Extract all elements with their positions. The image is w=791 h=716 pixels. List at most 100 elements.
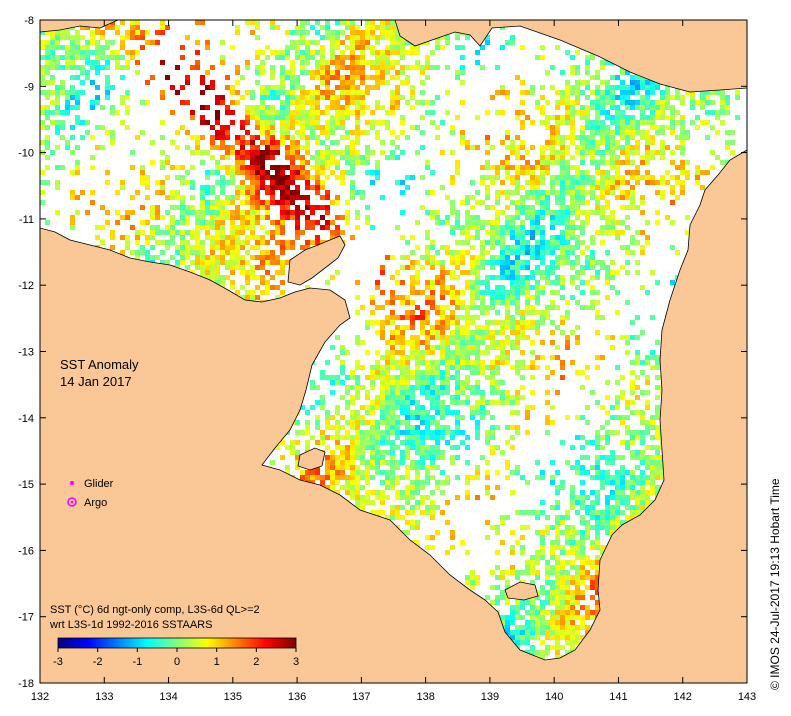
sst-pixel [585, 60, 590, 65]
sst-pixel [180, 125, 185, 130]
sst-pixel [365, 75, 370, 80]
sst-pixel [245, 250, 250, 255]
sst-pixel [40, 55, 45, 60]
sst-pixel [245, 200, 250, 205]
sst-pixel [250, 180, 255, 185]
sst-pixel [475, 275, 480, 280]
sst-pixel [440, 295, 445, 300]
sst-pixel [580, 265, 585, 270]
sst-pixel [335, 225, 340, 230]
sst-pixel [465, 400, 470, 405]
sst-pixel [610, 140, 615, 145]
sst-pixel [635, 335, 640, 340]
sst-pixel [405, 365, 410, 370]
sst-pixel [235, 215, 240, 220]
sst-pixel [490, 175, 495, 180]
sst-pixel [75, 170, 80, 175]
sst-pixel [475, 370, 480, 375]
sst-pixel [485, 365, 490, 370]
sst-pixel [460, 385, 465, 390]
sst-pixel [125, 35, 130, 40]
sst-pixel [45, 90, 50, 95]
sst-pixel [465, 225, 470, 230]
sst-pixel [290, 170, 295, 175]
sst-pixel [335, 85, 340, 90]
sst-pixel [710, 125, 715, 130]
sst-pixel [260, 50, 265, 55]
sst-pixel [345, 90, 350, 95]
sst-pixel [265, 190, 270, 195]
sst-pixel [640, 285, 645, 290]
sst-pixel [410, 340, 415, 345]
sst-pixel [340, 170, 345, 175]
sst-pixel [625, 190, 630, 195]
sst-pixel [405, 385, 410, 390]
sst-pixel [465, 325, 470, 330]
sst-pixel [400, 50, 405, 55]
sst-pixel [550, 210, 555, 215]
sst-pixel [650, 155, 655, 160]
sst-pixel [580, 180, 585, 185]
sst-pixel [340, 65, 345, 70]
sst-pixel [440, 400, 445, 405]
sst-pixel [310, 175, 315, 180]
sst-pixel [625, 205, 630, 210]
sst-pixel [265, 170, 270, 175]
sst-pixel [195, 20, 200, 25]
sst-pixel [320, 60, 325, 65]
sst-pixel [590, 390, 595, 395]
sst-pixel [65, 110, 70, 115]
sst-pixel [475, 330, 480, 335]
sst-pixel [580, 175, 585, 180]
sst-pixel [555, 155, 560, 160]
sst-pixel [620, 395, 625, 400]
sst-pixel [245, 275, 250, 280]
sst-pixel [420, 380, 425, 385]
sst-pixel [580, 155, 585, 160]
sst-pixel [540, 290, 545, 295]
sst-pixel [550, 130, 555, 135]
sst-pixel [380, 370, 385, 375]
sst-pixel [235, 235, 240, 240]
sst-pixel [615, 235, 620, 240]
sst-pixel [235, 240, 240, 245]
sst-pixel [420, 130, 425, 135]
sst-pixel [565, 345, 570, 350]
sst-pixel [160, 90, 165, 95]
sst-pixel [590, 260, 595, 265]
sst-pixel [435, 40, 440, 45]
sst-pixel [575, 135, 580, 140]
sst-pixel [520, 205, 525, 210]
sst-pixel [385, 255, 390, 260]
sst-pixel [370, 150, 375, 155]
sst-pixel [355, 35, 360, 40]
sst-pixel [395, 330, 400, 335]
sst-pixel [530, 270, 535, 275]
sst-pixel [735, 95, 740, 100]
sst-pixel [415, 305, 420, 310]
sst-pixel [425, 330, 430, 335]
sst-pixel [300, 90, 305, 95]
sst-pixel [375, 35, 380, 40]
sst-pixel [115, 65, 120, 70]
sst-pixel [530, 305, 535, 310]
sst-pixel [440, 150, 445, 155]
sst-pixel [265, 280, 270, 285]
sst-pixel [285, 190, 290, 195]
sst-pixel [390, 255, 395, 260]
sst-pixel [315, 75, 320, 80]
sst-pixel [520, 320, 525, 325]
sst-pixel [120, 65, 125, 70]
sst-pixel [430, 400, 435, 405]
sst-pixel [395, 155, 400, 160]
sst-pixel [610, 210, 615, 215]
sst-pixel [315, 175, 320, 180]
sst-pixel [335, 35, 340, 40]
sst-pixel [495, 390, 500, 395]
sst-pixel [215, 180, 220, 185]
sst-pixel [360, 130, 365, 135]
sst-pixel [205, 120, 210, 125]
sst-pixel [470, 330, 475, 335]
sst-pixel [555, 105, 560, 110]
sst-pixel [520, 375, 525, 380]
